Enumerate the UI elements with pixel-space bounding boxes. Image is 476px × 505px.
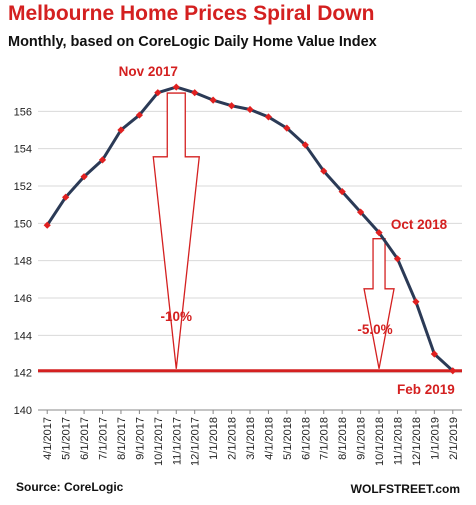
decline-arrow <box>152 92 200 369</box>
data-point <box>375 229 383 237</box>
data-point <box>393 255 402 263</box>
data-point <box>209 96 217 104</box>
x-tick-label: 7/1/2017 <box>98 417 110 460</box>
y-tick-label: 146 <box>14 293 32 305</box>
y-tick-label: 156 <box>14 106 32 118</box>
data-point <box>301 141 309 149</box>
y-tick-label: 142 <box>14 368 32 380</box>
data-point <box>338 188 346 196</box>
data-point <box>357 208 365 216</box>
x-tick-label: 10/1/2018 <box>374 417 386 466</box>
annotation-label: Feb 2019 <box>397 382 455 397</box>
x-axis: 4/1/2017 5/1/2017 6/1/2017 7/1/2017 8/1/2017… <box>42 410 460 466</box>
brand-logo-text: WOLFSTREET.com <box>350 482 460 496</box>
x-tick-label: 3/1/2018 <box>245 417 257 460</box>
annotation-label: -5.0% <box>357 322 392 337</box>
x-tick-label: 7/1/2018 <box>319 417 331 460</box>
data-point <box>98 156 107 164</box>
x-tick-label: 8/1/2017 <box>116 417 128 460</box>
x-tick-label: 11/1/2018 <box>392 417 404 465</box>
x-tick-label: 12/1/2017 <box>190 417 202 466</box>
x-tick-label: 6/1/2017 <box>79 417 91 460</box>
x-tick-label: 2/1/2019 <box>448 417 460 460</box>
x-tick-label: 9/1/2017 <box>134 417 146 460</box>
y-tick-label: 140 <box>14 405 32 417</box>
data-point <box>283 124 291 132</box>
x-tick-label: 8/1/2018 <box>337 417 349 460</box>
annotation-label: Nov 2017 <box>119 64 178 79</box>
x-tick-label: 9/1/2018 <box>356 417 368 460</box>
data-point <box>449 367 457 375</box>
data-point <box>117 126 125 134</box>
y-tick-label: 144 <box>14 330 32 342</box>
x-tick-label: 5/1/2018 <box>282 417 294 460</box>
x-tick-label: 4/1/2018 <box>263 417 275 460</box>
data-point <box>227 102 236 110</box>
y-tick-label: 152 <box>14 181 32 193</box>
chart-title: Melbourne Home Prices Spiral Down <box>8 2 375 25</box>
data-point <box>191 89 199 97</box>
data-point <box>80 173 88 181</box>
x-tick-label: 4/1/2017 <box>42 417 54 460</box>
data-point <box>135 111 143 119</box>
y-tick-label: 154 <box>14 144 32 156</box>
annotations: Nov 2017 Oct 2018 Feb 2019 -10% -5.0% <box>119 64 455 397</box>
y-axis: 140 142 144 146 148 150 152 154 156 <box>14 106 32 417</box>
data-point <box>172 83 180 91</box>
decline-arrows <box>152 92 395 369</box>
x-tick-label: 10/1/2017 <box>153 417 165 466</box>
data-point <box>154 89 162 97</box>
x-tick-label: 11/1/2017 <box>171 417 183 465</box>
data-point <box>320 167 328 175</box>
x-tick-label: 5/1/2017 <box>61 417 73 460</box>
annotation-label: -10% <box>161 309 193 324</box>
data-point <box>246 105 254 114</box>
x-tick-label: 1/1/2019 <box>429 417 441 460</box>
data-point <box>430 350 438 358</box>
data-point <box>264 113 273 121</box>
annotation-label: Oct 2018 <box>391 217 448 232</box>
data-point <box>62 193 70 201</box>
x-tick-label: 1/1/2018 <box>208 417 220 460</box>
decline-arrow <box>363 238 395 369</box>
x-tick-label: 6/1/2018 <box>300 417 312 460</box>
x-tick-label: 2/1/2018 <box>227 417 239 460</box>
source-note: Source: CoreLogic <box>16 480 124 494</box>
data-point <box>43 221 51 229</box>
data-point <box>412 298 420 306</box>
chart-subtitle: Monthly, based on CoreLogic Daily Home V… <box>8 34 377 50</box>
y-tick-label: 150 <box>14 218 32 230</box>
series-group <box>43 83 457 375</box>
y-tick-label: 148 <box>14 256 32 268</box>
x-tick-label: 12/1/2018 <box>411 417 423 466</box>
